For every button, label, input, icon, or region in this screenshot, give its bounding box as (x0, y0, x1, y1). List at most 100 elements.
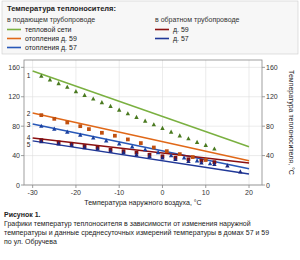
y-tick (21, 185, 24, 186)
y-tick-right (262, 155, 265, 156)
scatter-point (178, 152, 182, 156)
scatter-point (65, 130, 69, 134)
series-line (33, 113, 249, 161)
scatter-point (134, 115, 138, 119)
x-tick-label: -20 (71, 189, 81, 196)
y-tick (21, 67, 24, 68)
scatter-point (147, 154, 151, 158)
scatter-point (186, 159, 190, 163)
x-tick (205, 185, 206, 188)
scatter-point (52, 117, 56, 121)
x-tick (32, 185, 33, 188)
legend-header: в обратном трубопроводе (155, 16, 239, 24)
scatter-point (169, 130, 173, 134)
grid (24, 60, 262, 185)
grid-line (162, 60, 163, 185)
series-line (33, 141, 249, 174)
scatter-point (186, 136, 190, 140)
scatter-point (39, 139, 43, 143)
y-tick-label-right: 120 (266, 93, 278, 100)
scatter-point (152, 122, 156, 126)
scatter-point (52, 127, 56, 131)
axes: -30-20-10010200040408080120120160160Темп… (8, 64, 295, 207)
caption-line: по ул. Обручева (4, 238, 57, 246)
y-tick-label-right: 160 (266, 64, 278, 71)
scatter-point (130, 144, 134, 148)
scatter-point (173, 157, 177, 161)
legend-entry: д. 59 (173, 26, 189, 34)
scatter-point (69, 143, 73, 147)
scatter-point (39, 74, 43, 78)
y-tick-label-right: 80 (266, 123, 274, 130)
line-number: 3 (27, 121, 31, 128)
legend-box (2, 1, 298, 54)
scatter-point (91, 135, 95, 139)
grid-line (24, 126, 262, 127)
series-line (33, 71, 249, 147)
scatter-point (108, 104, 112, 108)
annotations: 12345 (27, 72, 31, 148)
caption-line: Графики температур теплоносителя в завис… (4, 220, 251, 228)
legend-swatch (7, 47, 21, 49)
grid-line (24, 96, 262, 97)
scatter-point (191, 155, 195, 159)
legend-swatch (7, 29, 21, 31)
y-tick-right (262, 67, 265, 68)
scatter-point (134, 152, 138, 156)
legend-entry: отопления д. 57 (25, 44, 77, 52)
legend-entry: д. 57 (173, 35, 189, 43)
x-tick (119, 185, 120, 188)
y-tick-label: 120 (8, 93, 20, 100)
x-axis-label: Температура наружного воздуха, °C (84, 199, 201, 207)
y-tick-label: 0 (16, 182, 20, 189)
x-tick (162, 185, 163, 188)
grid-line (249, 60, 250, 185)
grid-line (32, 60, 33, 185)
scatter-point (121, 150, 125, 154)
y-axis-label: Температура теплоносителя, °C (287, 70, 295, 175)
scatter-point (238, 169, 242, 173)
scatter-point (56, 141, 60, 145)
legend: Температура теплоносителя:в подающем тру… (2, 1, 298, 54)
scatter-point (225, 163, 229, 167)
scatter-point (65, 121, 69, 125)
legend-entry: отопления д. 59 (25, 35, 77, 43)
scatter-point (117, 141, 121, 145)
scatter-point (82, 145, 86, 149)
scatter-point (178, 133, 182, 137)
caption: Рисунок 1.Графики температур теплоносите… (4, 211, 269, 246)
scatter-point (195, 158, 199, 162)
scatter-point (104, 138, 108, 142)
y-tick (21, 96, 24, 97)
scatter-point (113, 134, 117, 138)
line-number: 5 (27, 141, 31, 148)
marks (33, 71, 249, 174)
chart: Температура теплоносителя:в подающем тру… (0, 0, 300, 260)
scatter-point (208, 161, 212, 165)
x-tick (75, 185, 76, 188)
scatter-point (74, 89, 78, 93)
grid-line (24, 67, 262, 68)
grid-line (205, 60, 206, 185)
scatter-point (78, 132, 82, 136)
y-tick-right (262, 185, 265, 186)
scatter-point (160, 155, 164, 159)
legend-header: в подающем трубопроводе (7, 16, 95, 24)
y-tick (21, 126, 24, 127)
scatter-point (143, 118, 147, 122)
line-number: 1 (27, 72, 31, 79)
caption-line: Рисунок 1. (4, 211, 41, 219)
scatter-point (212, 162, 216, 166)
scatter-point (199, 160, 203, 164)
scatter-point (160, 126, 164, 130)
scatter-point (182, 155, 186, 159)
y-tick-label-right: 40 (266, 152, 274, 159)
scatter-point (156, 150, 160, 154)
scatter-point (78, 124, 82, 128)
scatter-point (169, 153, 173, 157)
scatter-point (139, 141, 143, 145)
scatter-point (39, 124, 43, 128)
scatter-point (152, 146, 156, 150)
y-tick-label: 40 (12, 152, 20, 159)
scatter-point (143, 147, 147, 151)
